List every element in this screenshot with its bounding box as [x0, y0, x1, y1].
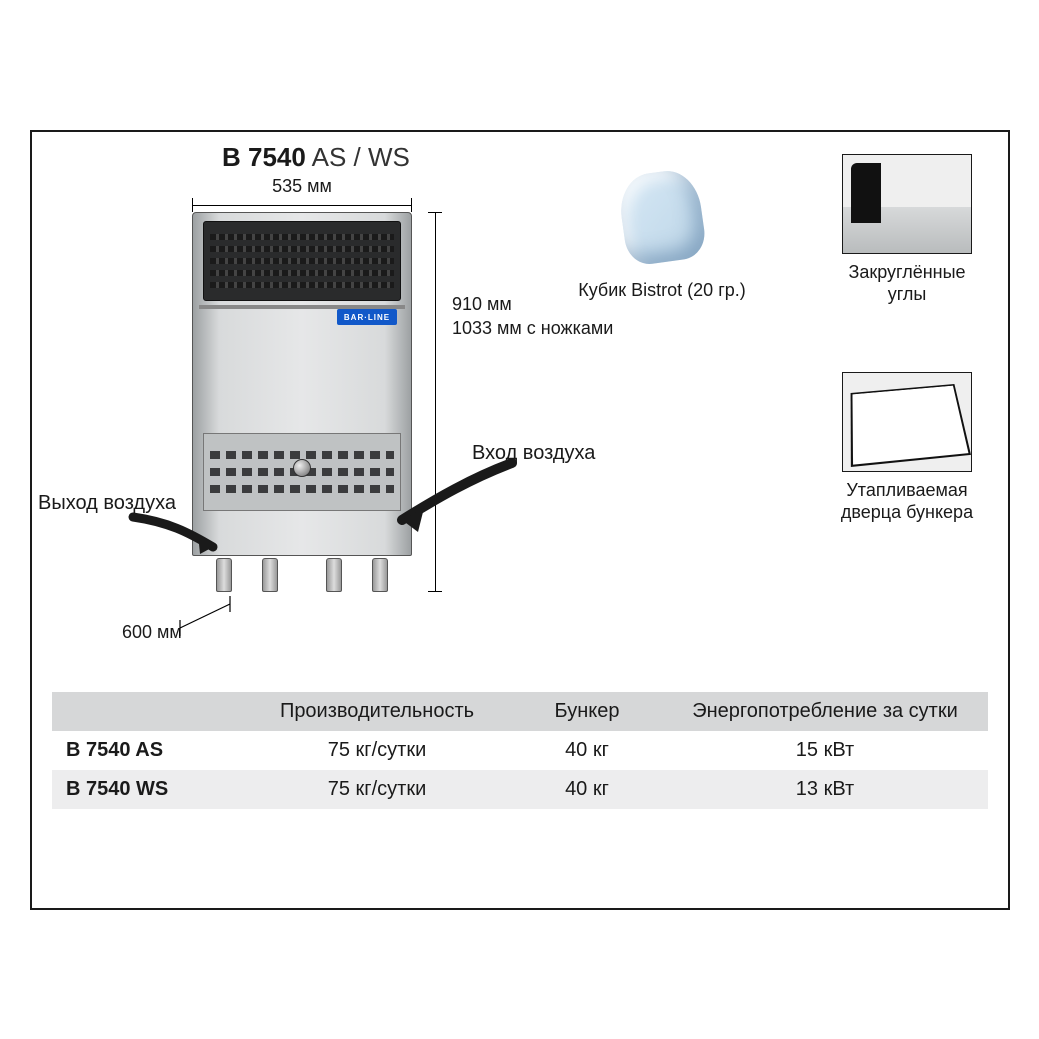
col-perf: Производительность [242, 692, 512, 731]
door-caption: Утапливаемаядверца бункера [822, 480, 992, 523]
dimension-width-label: 535 мм [192, 176, 412, 197]
specs-table-header: Производительность Бункер Энергопотребле… [52, 692, 988, 731]
dimension-width-line [192, 198, 412, 212]
feature-ice-cube: Кубик Bistrot (20 гр.) [562, 162, 762, 302]
height-line-2: 1033 мм с ножками [452, 316, 613, 340]
col-energy: Энергопотребление за сутки [662, 692, 988, 731]
cell-model: B 7540 WS [52, 770, 242, 809]
model-name-bold: B 7540 [222, 142, 306, 172]
corner-caption: Закруглённыеуглы [822, 262, 992, 305]
model-title: B 7540 AS / WS [222, 142, 410, 173]
top-vent-icon [203, 221, 401, 301]
dimension-depth-arrow-icon [172, 596, 252, 636]
cell-bunker: 40 кг [512, 731, 662, 770]
table-row: B 7540 WS75 кг/сутки40 кг13 кВт [52, 770, 988, 809]
table-row: B 7540 AS75 кг/сутки40 кг15 кВт [52, 731, 988, 770]
feature-rounded-corners: Закруглённыеуглы [822, 154, 992, 305]
specs-table-body: B 7540 AS75 кг/сутки40 кг15 кВтB 7540 WS… [52, 731, 988, 809]
diagram-area: B 7540 AS / WS 535 мм BAR·LINE [32, 132, 1008, 672]
cell-perf: 75 кг/сутки [242, 731, 512, 770]
col-bunker: Бункер [512, 692, 662, 731]
ice-cube-icon [602, 162, 722, 272]
rounded-corner-icon [842, 154, 972, 254]
brand-badge: BAR·LINE [337, 309, 397, 325]
col-model [52, 692, 242, 731]
machine-body: BAR·LINE [192, 212, 412, 556]
cell-energy: 13 кВт [662, 770, 988, 809]
spec-sheet-frame: B 7540 AS / WS 535 мм BAR·LINE [30, 130, 1010, 910]
model-name-suffix: AS / WS [306, 142, 410, 172]
cell-energy: 15 кВт [662, 731, 988, 770]
specs-table: Производительность Бункер Энергопотребле… [52, 692, 988, 809]
feature-recessed-door: Утапливаемаядверца бункера [822, 372, 992, 523]
recessed-door-icon [842, 372, 972, 472]
ice-caption: Кубик Bistrot (20 гр.) [562, 280, 762, 302]
air-out-arrow-icon [128, 512, 228, 562]
air-in-arrow-icon [382, 458, 522, 538]
control-knob-icon [293, 459, 311, 477]
cell-perf: 75 кг/сутки [242, 770, 512, 809]
cell-bunker: 40 кг [512, 770, 662, 809]
cell-model: B 7540 AS [52, 731, 242, 770]
